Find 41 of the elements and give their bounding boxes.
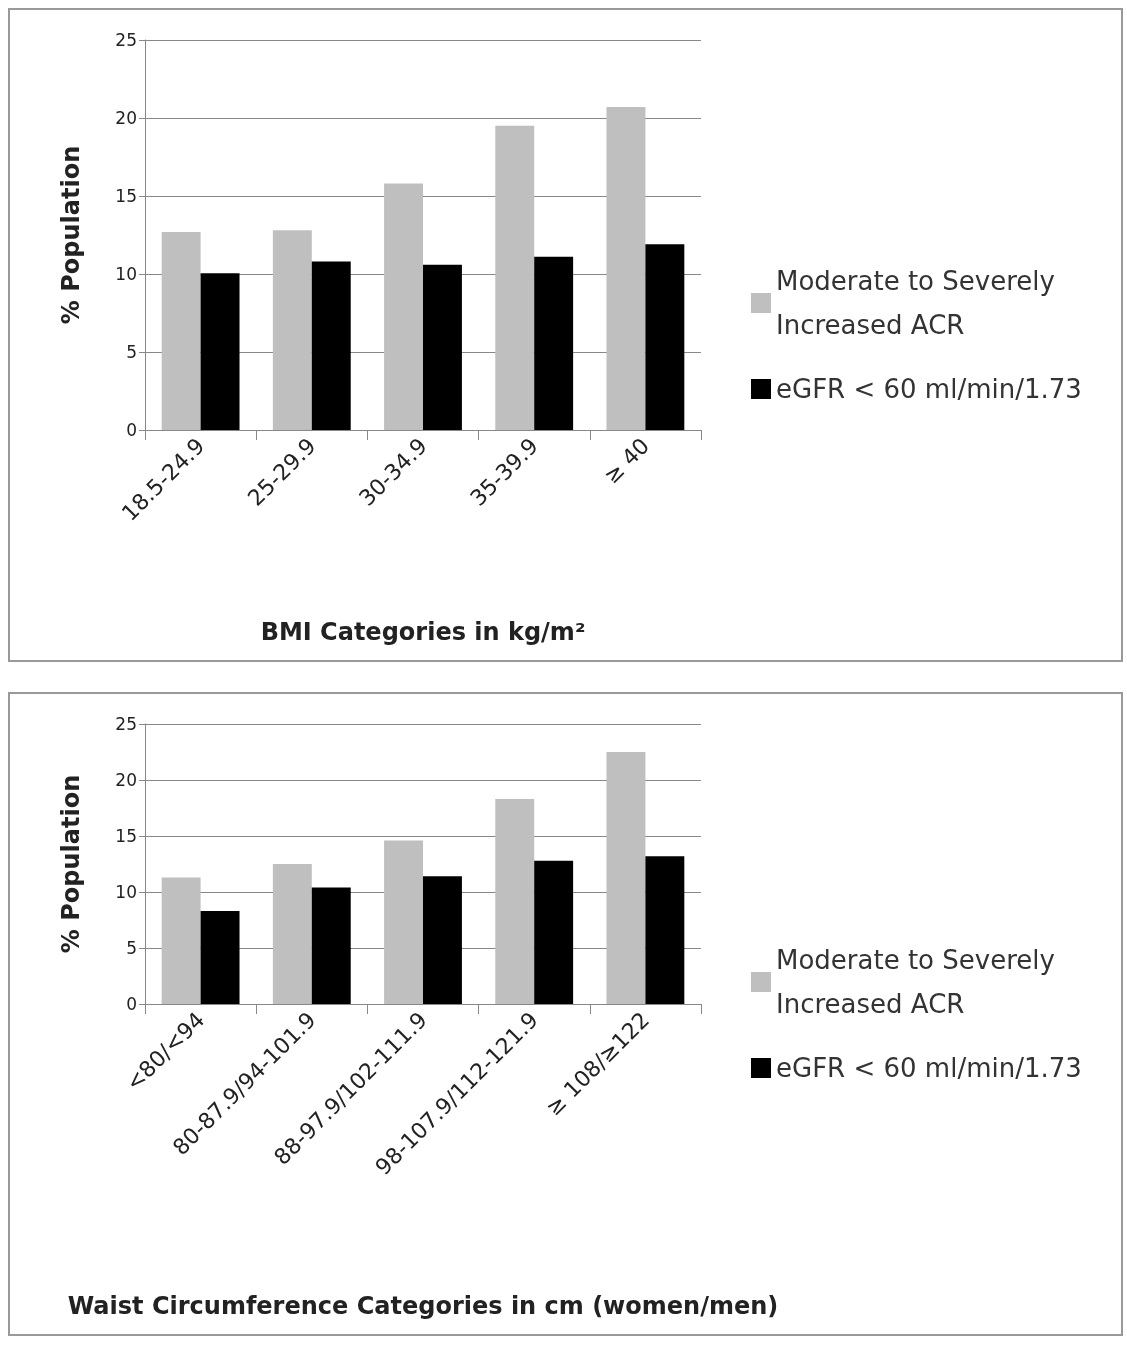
bar: [423, 264, 462, 430]
y-axis-title: % Population: [57, 774, 85, 954]
y-tick-label: 20: [115, 770, 137, 790]
y-tick-label: 25: [115, 30, 137, 50]
x-axis-title: BMI Categories in kg/m²: [260, 618, 586, 646]
bar: [495, 799, 535, 1004]
bar: [606, 107, 646, 430]
y-tick-label: 0: [126, 994, 137, 1014]
y-tick-label: 0: [126, 420, 137, 440]
bar: [606, 752, 646, 1004]
legend-label: eGFR < 60 ml/min/1.73: [776, 374, 1082, 404]
legend-label: Moderate to Severely Increased ACR: [776, 266, 1064, 340]
bar: [384, 840, 423, 1004]
y-tick-label: 10: [115, 264, 137, 284]
y-axis-title: % Population: [57, 145, 85, 325]
bar: [200, 273, 240, 430]
bar: [161, 877, 201, 1004]
bar: [645, 856, 685, 1004]
y-tick-label: 5: [126, 938, 137, 958]
bar: [272, 230, 312, 430]
y-tick-label: 15: [115, 186, 137, 206]
x-axis-title: Waist Circumference Categories in cm (women/men): [67, 1292, 779, 1320]
bar: [200, 911, 240, 1004]
bar: [384, 183, 423, 430]
bar: [495, 125, 535, 430]
y-tick-label: 20: [115, 108, 137, 128]
bar: [534, 860, 574, 1004]
y-tick-label: 15: [115, 826, 137, 846]
y-tick-label: 10: [115, 882, 137, 902]
bar: [423, 876, 462, 1004]
y-tick-label: 25: [115, 714, 137, 734]
legend-label: eGFR < 60 ml/min/1.73: [776, 1053, 1082, 1083]
bar: [161, 231, 201, 430]
bar: [311, 887, 351, 1004]
bar: [272, 864, 312, 1004]
legend-label: Moderate to Severely Increased ACR: [776, 945, 1064, 1019]
bar: [311, 261, 351, 430]
y-tick-label: 5: [126, 342, 137, 362]
bar: [645, 244, 685, 430]
bar: [534, 256, 574, 430]
x-tick-label: ≥ 40: [598, 433, 655, 489]
